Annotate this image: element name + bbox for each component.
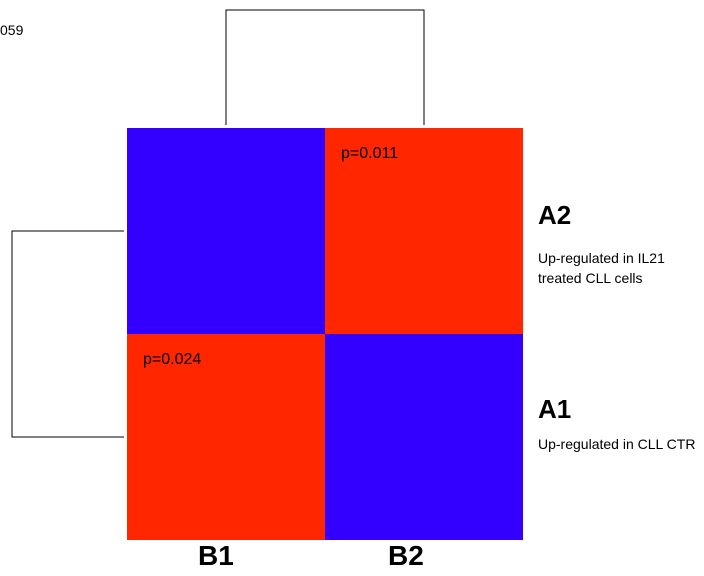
row-label-a1: A1 [538, 394, 572, 424]
column-dendrogram [225, 9, 425, 125]
row-description-a1: Up-regulated in CLL CTR [538, 436, 696, 452]
heatmap-cell-a2-b2 [325, 128, 523, 334]
heatmap-cell-a2-b1 [127, 128, 325, 334]
row-dendrogram [11, 230, 124, 438]
cell-p-value-label: p=0.024 [143, 351, 201, 368]
column-label-b2: B2 [388, 540, 424, 571]
column-label-b1: B1 [198, 540, 234, 571]
corner-text: 059 [0, 22, 24, 38]
heatmap-cell-a1-b2 [325, 334, 523, 540]
heatmap-cell-a1-b1 [127, 334, 325, 540]
row-description-a2: Up-regulated in IL21 treated CLL cells [538, 250, 665, 286]
row-label-a2: A2 [538, 200, 572, 230]
cell-p-value-label: p=0.011 [341, 145, 398, 162]
